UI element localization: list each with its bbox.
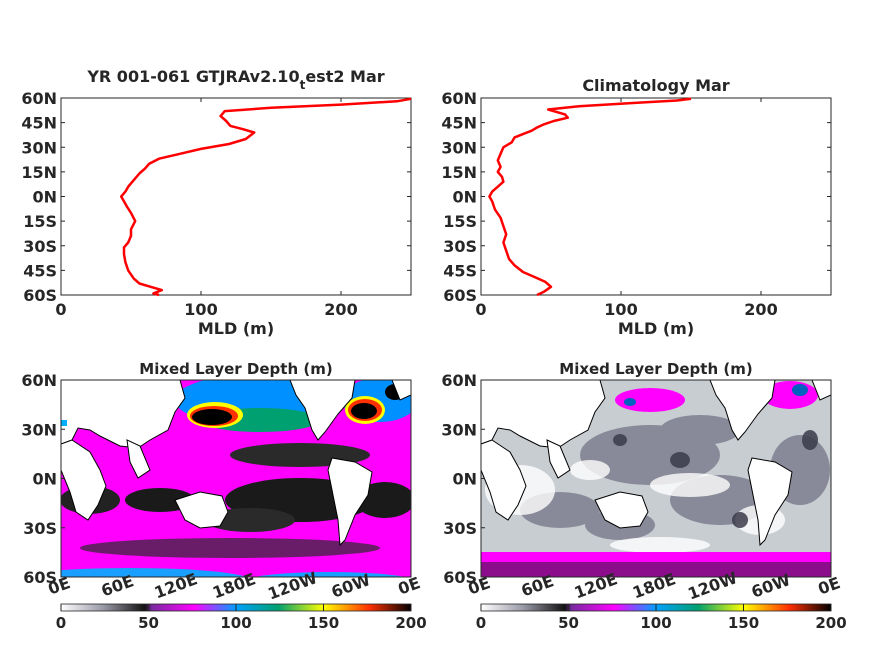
y-tick-label: 60S [23, 286, 57, 305]
lat-tick-label: 60N [441, 371, 477, 390]
chart-title-left: YR 001-061 GTJRAv2.10test2 Mar [86, 67, 384, 92]
line-plot-left: YR 001-061 GTJRAv2.10test2 Mar 60N 45N 30N… [21, 67, 412, 338]
plot-area-right [480, 97, 832, 296]
x-tick-label: 200 [324, 300, 357, 319]
x-axis-label-left: MLD (m) [198, 319, 274, 338]
lat-tick-label: 30N [21, 420, 57, 439]
mld-map-left: Mixed Layer Depth (m) [21, 360, 426, 632]
map-title-right: Mixed Layer Depth (m) [559, 360, 752, 378]
colorbar-tick-label: 50 [138, 614, 159, 632]
y-tick-label: 60S [443, 286, 477, 305]
colorbar-tick-label: 150 [728, 614, 759, 632]
y-tick-label: 30N [441, 138, 477, 157]
y-tick-label: 30S [23, 237, 57, 256]
colorbar-tick-label: 50 [558, 614, 579, 632]
x-tick-label: 200 [744, 300, 777, 319]
colorbar-tick-label: 0 [476, 614, 486, 632]
lat-tick-label: 0N [32, 470, 57, 489]
map-title-left: Mixed Layer Depth (m) [139, 360, 332, 378]
colorbar-tick-label: 100 [220, 614, 251, 632]
line-plot-right: Climatology Mar 60N 45N 30N 15N 0N 15S 30S 45S 6… [441, 76, 832, 338]
y-tick-label: 45S [23, 261, 57, 280]
y-tick-label: 60N [21, 89, 57, 108]
y-tick-label: 30S [443, 237, 477, 256]
x-tick-label: 0 [475, 300, 486, 319]
colorbar-tick-label: 0 [56, 614, 66, 632]
x-tick-label: 100 [604, 300, 637, 319]
x-tick-label: 100 [184, 300, 217, 319]
y-tick-label: 30N [21, 138, 57, 157]
x-tick-label: 0 [55, 300, 66, 319]
mld-profile-line [119, 97, 412, 297]
chart-title-right: Climatology Mar [582, 76, 729, 95]
lat-tick-label: 30S [23, 519, 57, 538]
colorbar-tick-label: 100 [640, 614, 671, 632]
x-axis-label-right: MLD (m) [618, 319, 694, 338]
y-tick-label: 15N [441, 163, 477, 182]
colorbar-tick-label: 200 [395, 614, 426, 632]
plot-area-left [60, 97, 412, 296]
y-tick-label: 15S [443, 212, 477, 231]
lat-tick-label: 30S [443, 519, 477, 538]
y-tick-label: 15S [23, 212, 57, 231]
colorbar-tick-label: 150 [308, 614, 339, 632]
y-tick-label: 45N [21, 114, 57, 133]
y-tick-label: 15N [21, 163, 57, 182]
lat-tick-label: 0N [452, 470, 477, 489]
y-tick-label: 60N [441, 89, 477, 108]
y-tick-label: 0N [32, 188, 57, 207]
y-tick-label: 45S [443, 261, 477, 280]
lat-tick-label: 60S [443, 568, 477, 587]
colorbar-tick-label: 200 [815, 614, 846, 632]
lat-tick-label: 30N [441, 420, 477, 439]
y-tick-label: 0N [452, 188, 477, 207]
y-tick-label: 45N [441, 114, 477, 133]
map-field-left [61, 380, 411, 577]
mld-map-right: Mixed Layer Depth (m) [441, 360, 846, 632]
map-field-right [481, 380, 831, 577]
lat-tick-label: 60N [21, 371, 57, 390]
mld-profile-line [488, 97, 692, 297]
lat-tick-label: 60S [23, 568, 57, 587]
